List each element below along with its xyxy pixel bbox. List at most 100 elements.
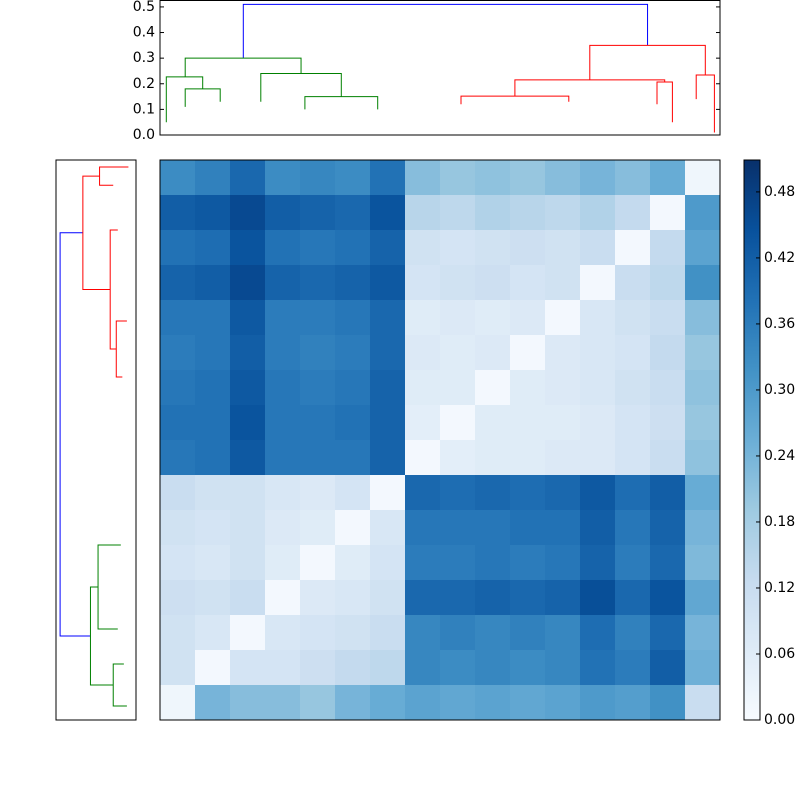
heatmap-cell [475,195,511,231]
heatmap-cell [580,265,616,301]
heatmap-cell [650,370,686,406]
heatmap-cell [510,650,546,686]
heatmap-cell [195,580,231,616]
heatmap-cell [370,265,406,301]
heatmap-cell [440,545,476,581]
heatmap-cell [335,230,371,266]
heatmap-cell [405,615,441,651]
heatmap-cell [545,300,581,336]
heatmap-cell [650,510,686,546]
heatmap-cell [580,160,616,196]
heatmap-cell [545,580,581,616]
heatmap-cell [580,300,616,336]
heatmap-cell [545,265,581,301]
heatmap-cell [160,545,196,581]
heatmap-cell [405,510,441,546]
heatmap-cell [475,335,511,371]
heatmap-cell [440,475,476,511]
heatmap-cell [405,545,441,581]
heatmap-cell [580,545,616,581]
dendrogram-link [184,88,221,107]
heatmap-cell [685,335,721,371]
heatmap-cell [650,265,686,301]
heatmap-cell [440,300,476,336]
heatmap-cell [475,300,511,336]
heatmap-cell [615,475,651,511]
heatmap-cell [615,615,651,651]
heatmap-cell [370,370,406,406]
heatmap-cell [300,230,336,266]
heatmap-cell [685,160,721,196]
heatmap-cell [650,650,686,686]
heatmap-cell [195,195,231,231]
heatmap-cell [370,160,406,196]
heatmap-cell [580,405,616,441]
heatmap-cell [335,300,371,336]
heatmap-cell [440,370,476,406]
heatmap-cell [615,580,651,616]
heatmap-cell [580,615,616,651]
heatmap-cell [405,160,441,196]
heatmap-cell [160,335,196,371]
heatmap-cell [475,160,511,196]
heatmap-cell [265,370,301,406]
dendrogram-link [165,76,204,123]
heatmap-cell [545,160,581,196]
heatmap-cell [335,475,371,511]
heatmap-cell [510,685,546,721]
heatmap-cell [160,370,196,406]
heatmap-cell [685,475,721,511]
heatmap-cell [615,195,651,231]
colorbar-tick-label: 0.36 [764,316,795,332]
dendrogram-frame [55,159,137,721]
heatmap-cell [265,440,301,476]
heatmap-cell [265,685,301,721]
heatmap-frame [159,159,721,721]
dendrogram-link [656,81,673,123]
heatmap-cell [195,440,231,476]
heatmap-cell [545,650,581,686]
heatmap-cell [265,335,301,371]
heatmap-cell [300,265,336,301]
heatmap-cell [335,545,371,581]
colorbar-tick-label: 0.30 [764,382,795,398]
dendrogram-link [112,663,127,707]
heatmap-cell [195,335,231,371]
heatmap-cell [335,370,371,406]
heatmap-cell [300,335,336,371]
heatmap-cell [510,440,546,476]
heatmap-cell [300,650,336,686]
dendrogram-link [99,166,129,186]
heatmap-cell [195,405,231,441]
heatmap-cell [230,195,266,231]
heatmap-cell [440,160,476,196]
heatmap-cell [580,580,616,616]
heatmap-cell [160,475,196,511]
heatmap-cell [160,300,196,336]
heatmap-cell [650,475,686,511]
heatmap-cell [335,195,371,231]
heatmap-cell [580,475,616,511]
y-tick-label: 0.3 [133,50,155,66]
heatmap-cell [545,335,581,371]
heatmap-cell [195,370,231,406]
heatmap-cell [370,440,406,476]
heatmap-cell [265,160,301,196]
heatmap-cell [230,475,266,511]
colorbar-tick-label: 0.42 [764,250,795,266]
heatmap-cell [650,160,686,196]
heatmap-cell [160,615,196,651]
heatmap-cell [545,685,581,721]
heatmap-cell [265,545,301,581]
heatmap-cell [615,545,651,581]
heatmap-cell [615,230,651,266]
heatmap-cell [230,510,266,546]
heatmap-cell [580,440,616,476]
heatmap-cell [615,370,651,406]
dendrogram-link [242,3,649,59]
heatmap-cell [650,230,686,266]
y-tick-label: 0.0 [133,127,155,143]
heatmap-cell [510,580,546,616]
heatmap-cell [685,440,721,476]
heatmap-cell [615,440,651,476]
